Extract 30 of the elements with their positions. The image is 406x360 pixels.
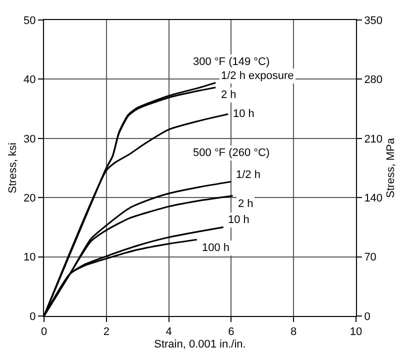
x-axis-title: Strain, 0.001 in./in. <box>154 338 246 350</box>
series-label: 2 h <box>238 198 254 210</box>
y-axis-title: Stress, ksi <box>7 142 20 194</box>
x-tick-label: 4 <box>166 326 172 338</box>
x-tick-label: 2 <box>103 326 110 338</box>
y2-tick-label: 70 <box>364 252 376 264</box>
y2-tick-label: 0 <box>364 310 370 323</box>
x-tick-label: 10 <box>350 326 362 338</box>
series-label: 1/2 h <box>236 169 260 181</box>
series-label: 10 h <box>233 108 254 120</box>
y2-tick-label: 280 <box>364 74 383 86</box>
annotation: 300 °F (149 °C) <box>193 56 270 68</box>
y-tick-label: 30 <box>24 133 36 146</box>
y2-tick-label: 350 <box>364 14 383 27</box>
x-tick-label: 8 <box>290 326 297 338</box>
x-tick-label: 6 <box>228 326 234 338</box>
y-tick-label: 10 <box>24 252 36 264</box>
series-label: 10 h <box>228 214 250 226</box>
y-tick-label: 50 <box>24 14 36 27</box>
y-tick-label: 40 <box>24 74 36 86</box>
x-tick-label: 0 <box>40 326 48 338</box>
y2-tick-label: 140 <box>364 192 383 204</box>
y-tick-label: 0 <box>30 310 36 323</box>
annotation: 500 °F (260 °C) <box>193 147 270 159</box>
y-tick-label: 20 <box>24 192 36 204</box>
series-label: 2 h <box>221 89 236 101</box>
y2-tick-label: 210 <box>364 133 383 146</box>
series-label: 100 h <box>202 242 230 254</box>
series-label: 1/2 h exposure <box>221 70 294 82</box>
y2-axis-title: Stress, MPa <box>384 137 397 198</box>
